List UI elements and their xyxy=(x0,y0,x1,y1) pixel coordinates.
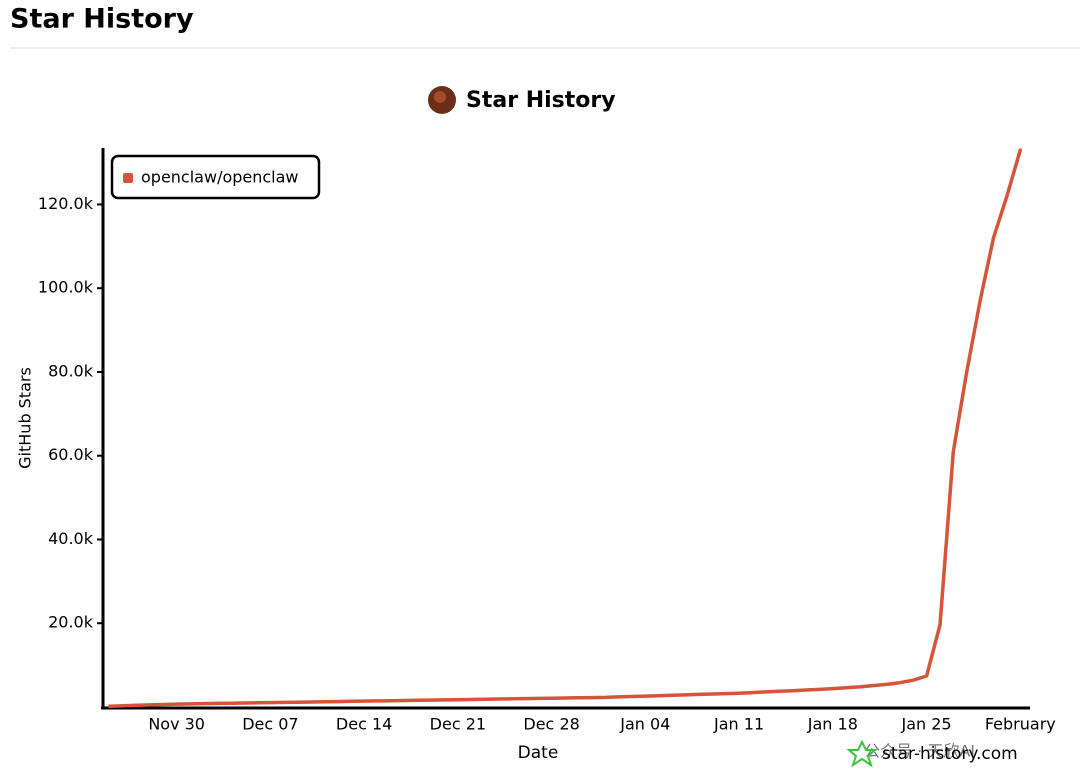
chart-title: Star History xyxy=(466,88,616,113)
x-tick-label: Jan 18 xyxy=(807,715,858,734)
x-tick-label: Jan 25 xyxy=(901,715,952,734)
y-tick-label: 100.0k xyxy=(38,278,94,297)
x-tick-label: Jan 04 xyxy=(619,715,670,734)
y-tick-label: 120.0k xyxy=(38,194,94,213)
x-tick-label: Dec 14 xyxy=(336,715,392,734)
x-tick-label: Dec 28 xyxy=(523,715,579,734)
x-tick-label: Dec 07 xyxy=(242,715,298,734)
x-tick-label: Jan 11 xyxy=(713,715,764,734)
legend-box xyxy=(110,154,321,200)
watermark: 公众号 · 天欣AI xyxy=(864,742,975,761)
avatar-detail xyxy=(434,91,446,103)
y-tick-label: 60.0k xyxy=(48,445,94,464)
y-tick-label: 40.0k xyxy=(48,529,94,548)
x-tick-label: February xyxy=(985,715,1056,734)
legend-swatch xyxy=(123,173,133,183)
legend-label: openclaw/openclaw xyxy=(141,168,299,187)
x-axis-label: Date xyxy=(518,743,559,763)
watermark-icon xyxy=(846,739,878,768)
y-axis-label: GitHub Stars xyxy=(16,367,35,469)
y-tick-label: 80.0k xyxy=(48,361,94,380)
y-tick-label: 20.0k xyxy=(48,613,94,632)
watermark-text: star-history.com xyxy=(882,744,1018,764)
data-line xyxy=(107,148,1023,708)
x-tick-label: Nov 30 xyxy=(148,715,205,734)
x-tick-label: Dec 21 xyxy=(430,715,486,734)
page-title: Star History xyxy=(10,4,194,35)
